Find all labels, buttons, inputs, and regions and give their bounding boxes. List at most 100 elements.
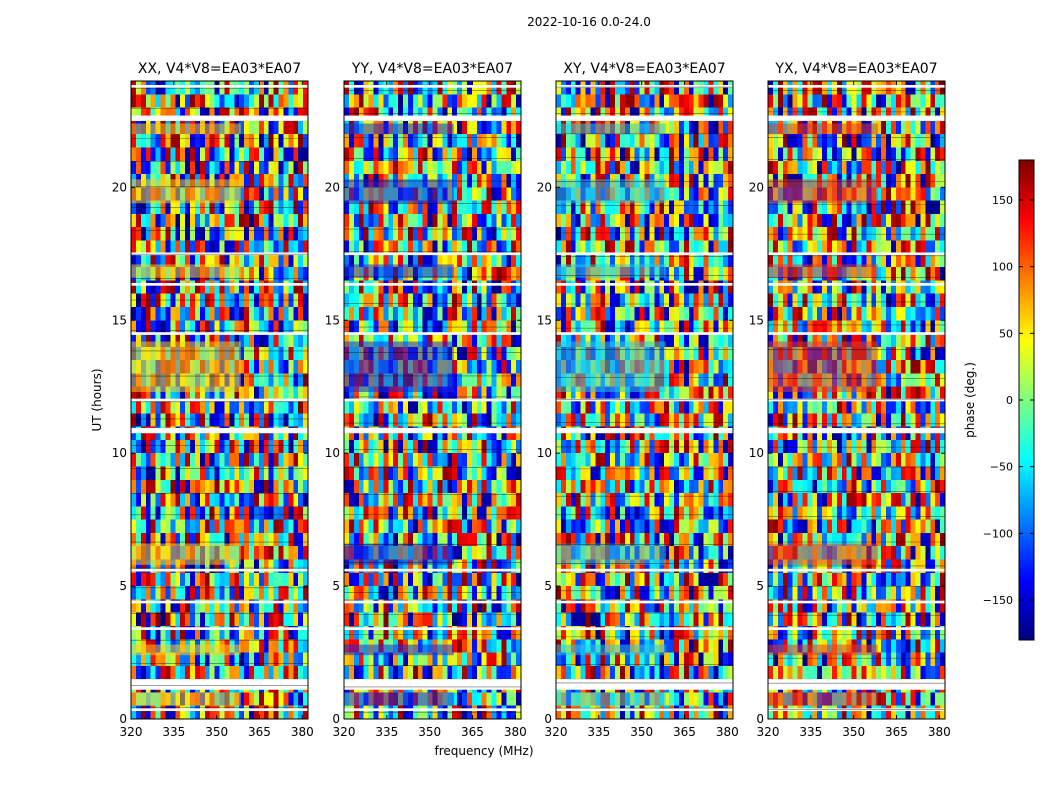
signal-band (556, 179, 666, 204)
flagged-band (556, 252, 733, 256)
panel-3: YX, V4*V8=EA03*EA07 320 335 350 365 380 0 5 10 15… (749, 61, 951, 739)
x-tick-label: 335 (587, 725, 610, 739)
flagged-band (768, 332, 945, 335)
signal-band (344, 123, 454, 135)
panel-frame (343, 80, 522, 720)
y-tick-label: 10 (537, 446, 552, 460)
colorbar-tick-label: 100 (992, 261, 1013, 274)
x-tick-label: 365 (248, 725, 271, 739)
signal-band (556, 543, 666, 565)
y-tick-label: 5 (119, 579, 127, 593)
y-tick-label: 5 (332, 579, 340, 593)
panel-2: XY, V4*V8=EA03*EA07 320 335 350 365 380 0 5 10 15… (537, 61, 739, 739)
flagged-band (344, 332, 521, 335)
y-tick-label: 20 (537, 180, 552, 194)
flagged-band (344, 283, 521, 286)
signal-band (344, 179, 454, 204)
flagged-band (768, 679, 945, 690)
colorbar-label: phase (deg.) (963, 362, 977, 438)
flagged-band (556, 679, 733, 690)
panel-frame (555, 80, 734, 720)
flagged-band (556, 332, 733, 335)
x-tick-label: 365 (461, 725, 484, 739)
x-tick-label: 335 (799, 725, 822, 739)
x-tick-label: 350 (418, 725, 441, 739)
panel-frame (130, 80, 309, 720)
colorbar-tick-label: 50 (999, 327, 1013, 340)
signal-band (131, 264, 241, 278)
flagged-band (131, 283, 308, 286)
flagged-band (344, 115, 521, 121)
flagged-band (556, 283, 733, 286)
y-tick-label: 20 (749, 180, 764, 194)
signal-band (768, 341, 878, 393)
flagged-band (344, 398, 521, 402)
flagged-band (768, 84, 945, 88)
signal-band (768, 644, 878, 656)
flagged-band (344, 84, 521, 88)
flagged-band (556, 84, 733, 88)
x-tick-label: 335 (162, 725, 185, 739)
y-tick-label: 20 (112, 180, 127, 194)
panel-0: XX, V4*V8=EA03*EA07 320 335 350 365 380 0 5 10 15… (112, 61, 314, 739)
flagged-band (768, 568, 945, 572)
flagged-band (344, 600, 521, 604)
colorbar-tick-label: −150 (983, 594, 1013, 607)
panel-title: YY, V4*V8=EA03*EA07 (351, 61, 513, 77)
signal-band (131, 692, 241, 706)
signal-band (131, 644, 241, 656)
signal-band (344, 264, 454, 278)
flagged-band (131, 84, 308, 88)
x-tick-label: 350 (630, 725, 653, 739)
y-tick-label: 10 (325, 446, 340, 460)
y-axis-label: UT (hours) (90, 368, 104, 431)
flagged-band (768, 427, 945, 434)
x-tick-label: 320 (545, 725, 568, 739)
y-tick-label: 0 (544, 712, 552, 726)
x-tick-label: 335 (375, 725, 398, 739)
flagged-band (768, 627, 945, 630)
flagged-band (768, 252, 945, 256)
y-tick-label: 15 (112, 313, 127, 327)
flagged-band (344, 627, 521, 630)
signal-band (768, 543, 878, 565)
signal-band (556, 123, 666, 135)
signal-band (131, 179, 241, 204)
signal-band (344, 341, 454, 393)
panel-title: XX, V4*V8=EA03*EA07 (138, 61, 301, 77)
flagged-band (131, 568, 308, 572)
x-tick-label: 365 (673, 725, 696, 739)
colorbar-tick-label: 150 (992, 194, 1013, 207)
signal-band (768, 692, 878, 706)
x-tick-label: 350 (842, 725, 865, 739)
flagged-band (344, 708, 521, 712)
y-tick-label: 20 (325, 180, 340, 194)
flagged-band (556, 627, 733, 630)
y-tick-label: 0 (332, 712, 340, 726)
colorbar-tick-label: −50 (990, 461, 1013, 474)
flagged-band (131, 115, 308, 121)
colorbar-ticks: −150 −100 −50 0 50 100 150 (983, 194, 1034, 607)
flagged-band (344, 427, 521, 434)
y-tick-label: 5 (756, 579, 764, 593)
signal-band (768, 123, 878, 135)
signal-band (344, 543, 454, 565)
flagged-band (556, 398, 733, 402)
signal-band (131, 543, 241, 565)
signal-band (768, 179, 878, 204)
flagged-band (131, 627, 308, 630)
flagged-band (556, 427, 733, 434)
flagged-band (131, 600, 308, 604)
colorbar-tick-label: 0 (1006, 394, 1013, 407)
signal-band (556, 644, 666, 656)
y-tick-label: 15 (749, 313, 764, 327)
x-tick-label: 320 (757, 725, 780, 739)
y-tick-label: 15 (325, 313, 340, 327)
signal-band (556, 264, 666, 278)
panel-group: XX, V4*V8=EA03*EA07 320 335 350 365 380 0 5 10 15… (112, 61, 951, 739)
x-tick-label: 365 (885, 725, 908, 739)
y-tick-label: 0 (119, 712, 127, 726)
flagged-band (768, 283, 945, 286)
flagged-band (131, 252, 308, 256)
flagged-band (131, 708, 308, 712)
